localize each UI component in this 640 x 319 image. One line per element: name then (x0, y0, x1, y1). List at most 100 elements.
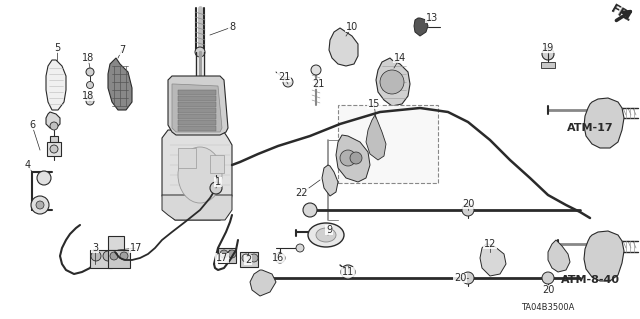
Text: 14: 14 (394, 53, 406, 63)
Text: 21: 21 (312, 79, 324, 89)
Circle shape (103, 251, 113, 261)
Bar (47, 142, 61, 156)
Text: 21: 21 (278, 72, 290, 82)
Text: 22: 22 (296, 188, 308, 198)
Text: 8: 8 (229, 22, 235, 32)
Text: 2: 2 (245, 255, 251, 265)
Bar (178, 126, 216, 131)
Ellipse shape (308, 223, 344, 247)
Polygon shape (162, 130, 232, 220)
Circle shape (296, 244, 304, 252)
Circle shape (340, 150, 356, 166)
Bar (178, 108, 216, 113)
Bar (108, 236, 124, 250)
Circle shape (110, 252, 118, 260)
Polygon shape (584, 231, 624, 281)
Text: TA04B3500A: TA04B3500A (522, 303, 575, 313)
Text: 18: 18 (82, 91, 94, 101)
Circle shape (37, 171, 51, 185)
Polygon shape (584, 98, 624, 148)
Polygon shape (46, 60, 66, 110)
Bar (541, 62, 555, 68)
Polygon shape (172, 84, 222, 132)
Text: 13: 13 (426, 13, 438, 23)
Bar (178, 96, 216, 101)
Bar (338, 105, 438, 183)
Polygon shape (376, 58, 410, 106)
Text: 7: 7 (119, 45, 125, 55)
Circle shape (86, 81, 93, 88)
Circle shape (120, 252, 128, 260)
Polygon shape (46, 112, 60, 128)
Text: 1: 1 (215, 177, 221, 187)
Text: 20: 20 (542, 285, 554, 295)
Circle shape (50, 145, 58, 153)
Bar (240, 252, 258, 267)
Polygon shape (108, 58, 132, 110)
Bar (178, 148, 196, 168)
Polygon shape (336, 135, 370, 182)
Polygon shape (168, 76, 228, 135)
Text: 17: 17 (216, 253, 228, 263)
Text: ATM-8-40: ATM-8-40 (561, 275, 620, 285)
Bar (50, 136, 58, 146)
Text: 6: 6 (29, 120, 35, 130)
Circle shape (462, 204, 474, 216)
Text: 5: 5 (54, 43, 60, 53)
Circle shape (210, 182, 222, 194)
Circle shape (195, 47, 205, 57)
Bar (178, 114, 216, 119)
Polygon shape (480, 244, 506, 276)
Text: FR.: FR. (609, 3, 636, 26)
Ellipse shape (178, 147, 222, 203)
Circle shape (380, 70, 404, 94)
Circle shape (242, 254, 250, 262)
Polygon shape (366, 115, 386, 160)
Circle shape (283, 77, 293, 87)
Circle shape (350, 152, 362, 164)
Text: 15: 15 (368, 99, 380, 109)
Text: 11: 11 (342, 267, 354, 277)
Text: 3: 3 (92, 243, 98, 253)
Circle shape (275, 253, 285, 263)
Text: 12: 12 (484, 239, 496, 249)
Circle shape (228, 250, 236, 258)
Polygon shape (322, 165, 338, 196)
Polygon shape (414, 18, 428, 36)
Circle shape (91, 251, 101, 261)
Bar (178, 120, 216, 125)
Text: 19: 19 (542, 43, 554, 53)
Text: ATM-17: ATM-17 (566, 123, 613, 133)
Polygon shape (548, 240, 570, 272)
Text: 10: 10 (346, 22, 358, 32)
Circle shape (50, 122, 58, 130)
Circle shape (542, 48, 554, 60)
Bar (90, 250, 112, 268)
Circle shape (220, 250, 228, 258)
Bar (210, 155, 224, 173)
Circle shape (86, 68, 94, 76)
Text: 20: 20 (462, 199, 474, 209)
Bar (218, 248, 236, 263)
Polygon shape (250, 270, 276, 296)
Circle shape (542, 272, 554, 284)
Text: 9: 9 (326, 225, 332, 235)
Ellipse shape (316, 228, 336, 242)
Circle shape (36, 201, 44, 209)
Text: 16: 16 (272, 253, 284, 263)
Circle shape (303, 203, 317, 217)
Polygon shape (162, 195, 232, 220)
Text: 17: 17 (130, 243, 142, 253)
Bar (108, 250, 130, 268)
Circle shape (341, 265, 355, 279)
Bar (178, 102, 216, 107)
Text: 4: 4 (25, 160, 31, 170)
Bar (178, 90, 216, 95)
Circle shape (31, 196, 49, 214)
Circle shape (86, 97, 94, 105)
Circle shape (462, 272, 474, 284)
Text: 18: 18 (82, 53, 94, 63)
Circle shape (250, 254, 258, 262)
Text: 20: 20 (454, 273, 466, 283)
Circle shape (311, 65, 321, 75)
